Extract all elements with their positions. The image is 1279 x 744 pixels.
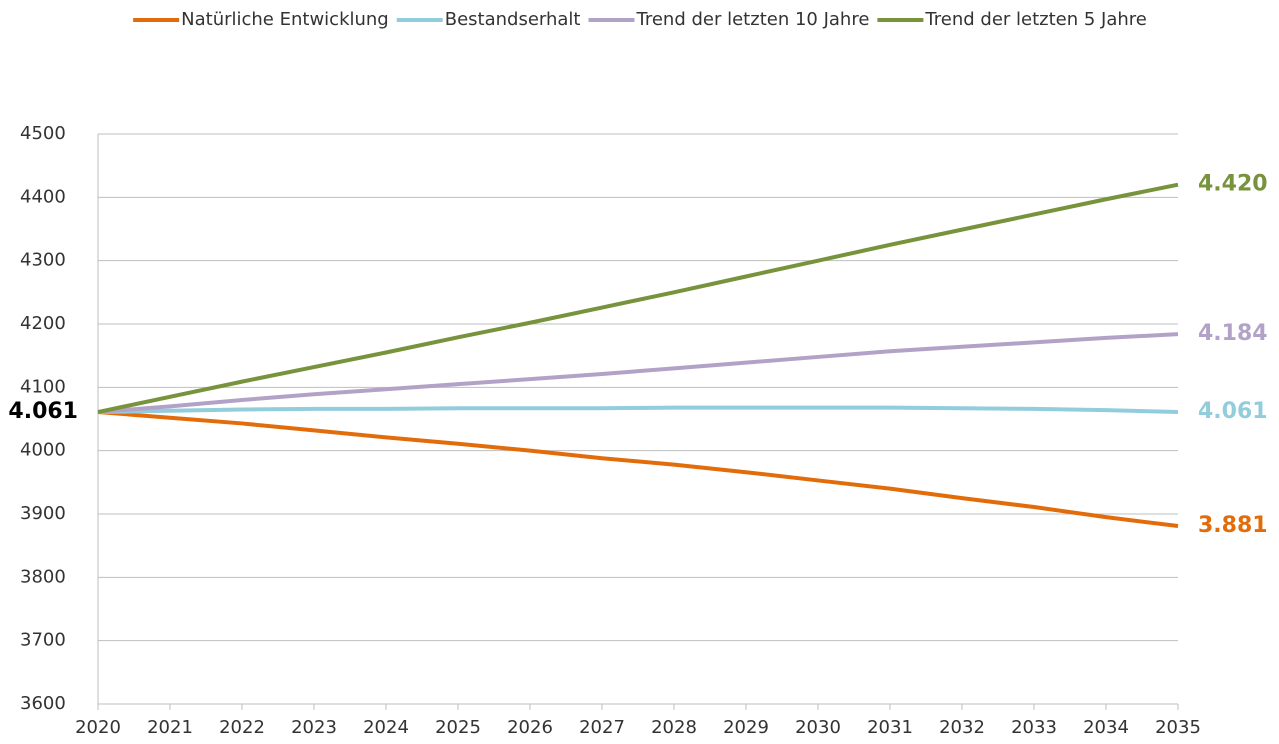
y-tick-label: 4000	[20, 440, 66, 461]
series-line	[97, 405, 1179, 415]
x-tick-label: 2020	[75, 717, 121, 738]
series-line	[97, 182, 1179, 414]
annotation: 4.061	[8, 399, 78, 424]
y-tick-label: 3700	[20, 630, 66, 651]
legend-label: Natürliche Entwicklung	[181, 9, 389, 30]
annotation: 4.184	[1198, 321, 1268, 346]
y-tick-label: 4400	[20, 186, 66, 207]
annotation: 4.061	[1198, 399, 1268, 424]
y-tick-label: 4500	[20, 123, 66, 144]
y-tick-label: 4300	[20, 250, 66, 271]
x-tick-label: 2029	[723, 717, 769, 738]
x-tick-label: 2035	[1155, 717, 1201, 738]
x-tick-label: 2028	[651, 717, 697, 738]
y-tick-label: 4200	[20, 313, 66, 334]
x-tick-label: 2032	[939, 717, 985, 738]
series-line	[97, 332, 1179, 415]
legend-label: Trend der letzten 10 Jahre	[636, 9, 870, 30]
x-tick-label: 2027	[579, 717, 625, 738]
series-line	[97, 410, 1179, 529]
x-tick-label: 2034	[1083, 717, 1129, 738]
x-tick-label: 2024	[363, 717, 409, 738]
x-tick-label: 2025	[435, 717, 481, 738]
legend-label: Trend der letzten 5 Jahre	[924, 9, 1146, 30]
x-tick-label: 2030	[795, 717, 841, 738]
y-tick-label: 3600	[20, 693, 66, 714]
x-tick-label: 2022	[219, 717, 265, 738]
x-tick-label: 2031	[867, 717, 913, 738]
y-tick-label: 3800	[20, 566, 66, 587]
x-tick-label: 2023	[291, 717, 337, 738]
legend: Natürliche Entwicklung Bestandserhalt Tren…	[133, 9, 1147, 30]
x-tick-label: 2021	[147, 717, 193, 738]
y-tick-label: 4100	[20, 376, 66, 397]
x-tick-label: 2033	[1011, 717, 1057, 738]
annotation: 3.881	[1198, 513, 1268, 538]
y-tick-label: 3900	[20, 503, 66, 524]
legend-label: Bestandserhalt	[445, 9, 581, 30]
annotation: 4.420	[1198, 172, 1268, 197]
x-tick-label: 2026	[507, 717, 553, 738]
